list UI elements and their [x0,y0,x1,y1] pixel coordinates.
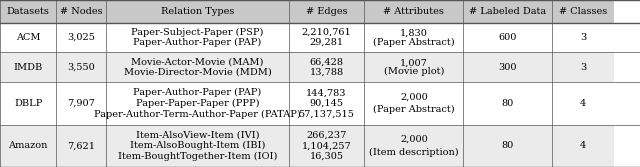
Bar [463,0,552,23]
Text: # Attributes: # Attributes [383,7,444,16]
Bar [56,125,106,167]
Text: 4: 4 [580,99,586,108]
Bar [56,82,106,125]
Bar [106,0,289,23]
Bar [0,125,56,167]
Text: 2,000: 2,000 [400,93,428,102]
Text: Paper-Subject-Paper (PSP): Paper-Subject-Paper (PSP) [131,28,264,37]
Bar [0,0,56,23]
Bar [463,125,552,167]
Text: 16,305: 16,305 [309,152,344,161]
Bar [106,82,289,125]
Text: 7,621: 7,621 [67,141,95,150]
Bar [463,23,552,52]
Text: 7,907: 7,907 [67,99,95,108]
Text: 4: 4 [580,141,586,150]
Bar [0,82,56,125]
Bar [552,125,614,167]
Bar [552,0,614,23]
Bar [289,52,364,82]
Text: 1,104,257: 1,104,257 [301,141,351,150]
Text: 3,550: 3,550 [67,63,95,72]
Text: (Item description): (Item description) [369,148,459,157]
Bar [364,0,463,23]
Text: 266,237: 266,237 [306,131,347,140]
Text: Paper-Author-Paper (PAP): Paper-Author-Paper (PAP) [133,38,262,47]
Bar [289,82,364,125]
Text: 57,137,515: 57,137,515 [298,110,355,119]
Bar [106,23,289,52]
Bar [289,0,364,23]
Text: 1,007: 1,007 [400,58,428,67]
Text: # Nodes: # Nodes [60,7,102,16]
Text: (Movie plot): (Movie plot) [383,67,444,76]
Text: 3: 3 [580,63,586,72]
Text: 3,025: 3,025 [67,33,95,42]
Text: 3: 3 [580,33,586,42]
Text: 80: 80 [501,99,514,108]
Text: # Classes: # Classes [559,7,607,16]
Text: Paper-Paper-Paper (PPP): Paper-Paper-Paper (PPP) [136,99,259,108]
Bar [56,0,106,23]
Text: Movie-Director-Movie (MDM): Movie-Director-Movie (MDM) [124,68,271,77]
Bar [289,125,364,167]
Bar [552,23,614,52]
Bar [106,52,289,82]
Text: 80: 80 [501,141,514,150]
Text: Movie-Actor-Movie (MAM): Movie-Actor-Movie (MAM) [131,58,264,67]
Text: (Paper Abstract): (Paper Abstract) [373,105,454,114]
Bar [463,52,552,82]
Text: IMDB: IMDB [13,63,43,72]
Text: Item-AlsoView-Item (IVI): Item-AlsoView-Item (IVI) [136,131,259,140]
Text: Relation Types: Relation Types [161,7,234,16]
Bar [364,23,463,52]
Bar [289,23,364,52]
Text: ACM: ACM [16,33,40,42]
Bar [56,23,106,52]
Text: 300: 300 [499,63,516,72]
Text: 2,210,761: 2,210,761 [301,28,351,37]
Bar [364,52,463,82]
Text: (Paper Abstract): (Paper Abstract) [373,38,454,47]
Text: 13,788: 13,788 [309,68,344,77]
Text: 66,428: 66,428 [309,58,344,67]
Text: # Edges: # Edges [305,7,348,16]
Bar [364,82,463,125]
Bar [0,23,56,52]
Text: 144,783: 144,783 [306,88,347,97]
Text: 2,000: 2,000 [400,135,428,144]
Text: 90,145: 90,145 [309,99,344,108]
Text: 600: 600 [499,33,516,42]
Text: Datasets: Datasets [7,7,49,16]
Bar [552,52,614,82]
Bar [552,82,614,125]
Text: Item-AlsoBought-Item (IBI): Item-AlsoBought-Item (IBI) [130,141,265,150]
Bar [0,52,56,82]
Bar [463,82,552,125]
Text: 29,281: 29,281 [309,38,344,47]
Text: DBLP: DBLP [14,99,42,108]
Bar [364,125,463,167]
Text: Amazon: Amazon [8,141,48,150]
Text: 1,830: 1,830 [400,29,428,38]
Text: Item-BoughtTogether-Item (IOI): Item-BoughtTogether-Item (IOI) [118,152,277,161]
Text: Paper-Author-Term-Author-Paper (PATAP): Paper-Author-Term-Author-Paper (PATAP) [94,110,301,119]
Text: # Labeled Data: # Labeled Data [469,7,546,16]
Bar [56,52,106,82]
Text: Paper-Author-Paper (PAP): Paper-Author-Paper (PAP) [133,88,262,97]
Bar [106,125,289,167]
